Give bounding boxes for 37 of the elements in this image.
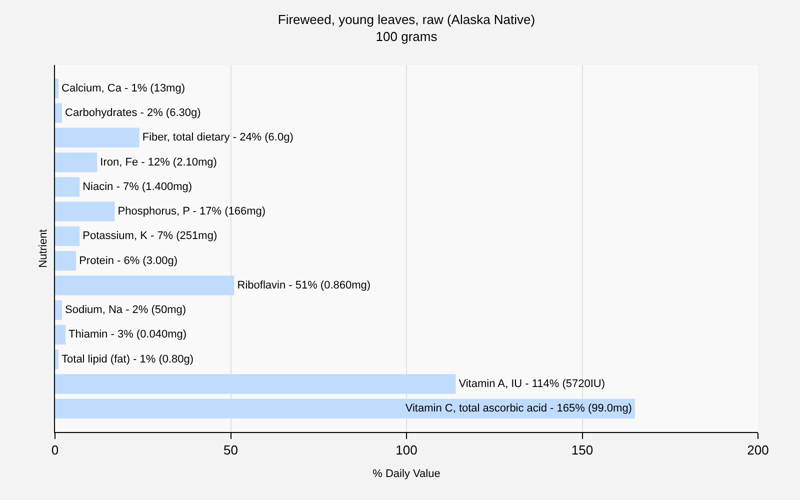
bar — [55, 374, 456, 394]
bar — [55, 324, 66, 345]
bar — [55, 177, 80, 197]
category-label: Sodium, Na - 2% (50mg) — [65, 304, 186, 316]
x-tick-label: 100 — [396, 442, 418, 458]
category-label: Phosphorus, P - 17% (166mg) — [118, 206, 266, 218]
bar — [55, 349, 59, 370]
y-axis-title: Nutrient — [38, 229, 50, 268]
bar — [55, 202, 115, 222]
category-label: Vitamin C, total ascorbic acid - 165% (99.0mg) — [405, 402, 632, 415]
category-label: Riboflavin - 51% (0.860mg) — [237, 279, 371, 292]
category-label: Iron, Fe - 12% (2.10mg) — [100, 156, 217, 168]
x-tick-label: 0 — [51, 442, 59, 458]
bar — [55, 398, 635, 418]
chart-subtitle: 100 grams — [376, 28, 438, 44]
x-tick-label: 50 — [224, 442, 238, 458]
bar — [55, 78, 59, 98]
bar — [55, 276, 234, 296]
category-label: Total lipid (fat) - 1% (0.80g) — [62, 353, 194, 366]
x-axis-title: % Daily Value — [372, 468, 440, 480]
category-label: Fiber, total dietary - 24% (6.0g) — [142, 132, 294, 144]
bar — [55, 250, 76, 271]
bar — [55, 103, 62, 123]
category-label: Carbohydrates - 2% (6.30g) — [65, 107, 201, 120]
bar — [55, 128, 140, 148]
category-label: Protein - 6% (3.00g) — [79, 254, 178, 267]
category-label: Vitamin A, IU - 114% (5720IU) — [458, 378, 606, 390]
x-tick-label: 150 — [571, 442, 594, 458]
category-label: Niacin - 7% (1.400mg) — [82, 180, 192, 193]
category-label: Potassium, K - 7% (251mg) — [82, 230, 218, 242]
category-label: Calcium, Ca - 1% (13mg) — [62, 82, 186, 94]
bar — [55, 152, 98, 172]
category-label: Thiamin - 3% (0.040mg) — [68, 328, 187, 341]
bar — [55, 300, 62, 320]
bar — [55, 226, 80, 246]
x-tick-label: 200 — [747, 442, 769, 458]
chart-title: Fireweed, young leaves, raw (Alaska Native) — [278, 12, 536, 27]
